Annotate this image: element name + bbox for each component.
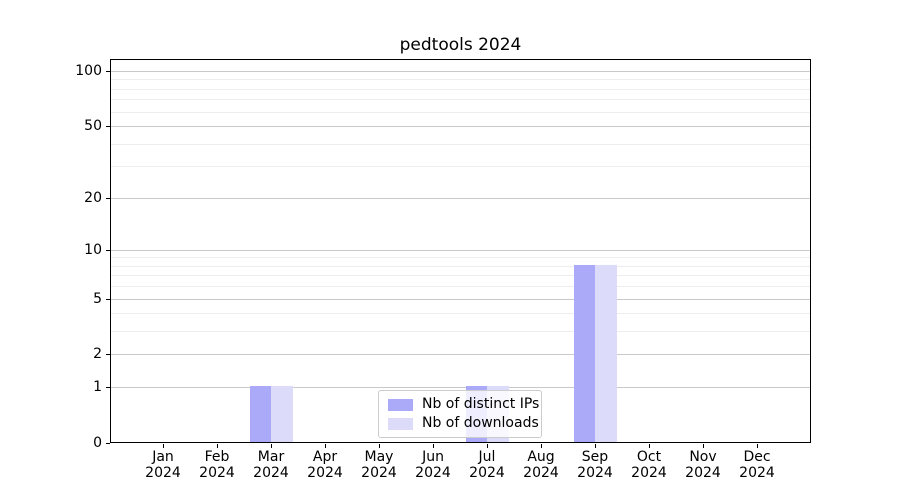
gridlines-layer [111,60,810,442]
x-tick-mark [271,444,272,448]
y-tick-label: 100 [75,63,102,79]
x-tick-label: Apr 2024 [307,449,343,481]
x-tick-mark [163,444,164,448]
gridline-minor [111,286,810,288]
gridline-minor [111,275,810,277]
legend-label-downloads: Nb of downloads [422,415,539,431]
legend-item-distinct-ips: Nb of distinct IPs [388,396,539,413]
x-tick-mark [541,444,542,448]
x-tick-mark [325,444,326,448]
y-tick-mark [106,354,110,355]
y-tick-label: 0 [93,435,102,451]
chart-title: pedtools 2024 [399,35,522,55]
gridline-major [111,71,810,72]
gridline-minor [111,265,810,267]
legend: Nb of distinct IPs Nb of downloads [378,390,542,438]
x-tick-label: May 2024 [361,449,397,481]
gridline-minor [111,88,810,90]
plot-area [110,59,811,443]
y-tick-mark [106,250,110,251]
x-tick-mark [379,444,380,448]
y-tick-mark [106,71,110,72]
gridline-minor [111,313,810,315]
x-tick-label: Jun 2024 [415,449,451,481]
gridline-major [111,387,810,389]
x-tick-label: Nov 2024 [685,449,721,481]
y-tick-mark [106,198,110,199]
x-tick-label: Jul 2024 [469,449,505,481]
gridline-minor [111,166,810,168]
x-tick-mark [757,444,758,448]
gridline-minor [111,143,810,145]
bar-distinct-ips [249,386,271,442]
y-tick-label: 1 [93,379,102,396]
x-tick-label: Jan 2024 [145,449,181,481]
y-tick-mark [106,387,110,388]
bar-downloads [271,386,293,442]
legend-label-distinct-ips: Nb of distinct IPs [422,396,540,412]
y-tick-label: 20 [84,189,102,206]
x-tick-mark [649,444,650,448]
x-tick-mark [487,444,488,448]
gridline-minor [111,79,810,81]
gridline-major [111,298,810,300]
legend-swatch-downloads [388,417,413,430]
bar-downloads [595,265,617,442]
x-tick-label: Aug 2024 [523,449,559,481]
gridline-major [111,126,810,128]
legend-swatch-distinct-ips [388,398,413,411]
gridline-major [111,354,810,356]
x-tick-label: Sep 2024 [577,449,613,481]
y-tick-mark [106,299,110,300]
x-tick-mark [703,444,704,448]
y-tick-label: 10 [84,241,102,258]
y-tick-label: 50 [84,118,102,135]
legend-item-downloads: Nb of downloads [388,415,539,432]
y-tick-label: 5 [93,290,102,307]
x-tick-mark [595,444,596,448]
x-tick-mark [433,444,434,448]
gridline-major [111,197,810,199]
gridline-minor [111,331,810,333]
gridline-minor [111,111,810,113]
x-tick-mark [217,444,218,448]
y-tick-label: 2 [93,346,102,363]
gridline-minor [111,257,810,259]
x-tick-label: Mar 2024 [253,449,289,481]
y-tick-mark [106,443,110,444]
y-tick-mark [106,126,110,127]
x-tick-label: Dec 2024 [739,449,775,481]
gridline-major [111,249,810,251]
x-tick-label: Oct 2024 [631,449,667,481]
x-tick-label: Feb 2024 [199,449,235,481]
gridline-minor [111,99,810,101]
bars-layer [111,60,810,442]
bar-distinct-ips [573,265,595,442]
